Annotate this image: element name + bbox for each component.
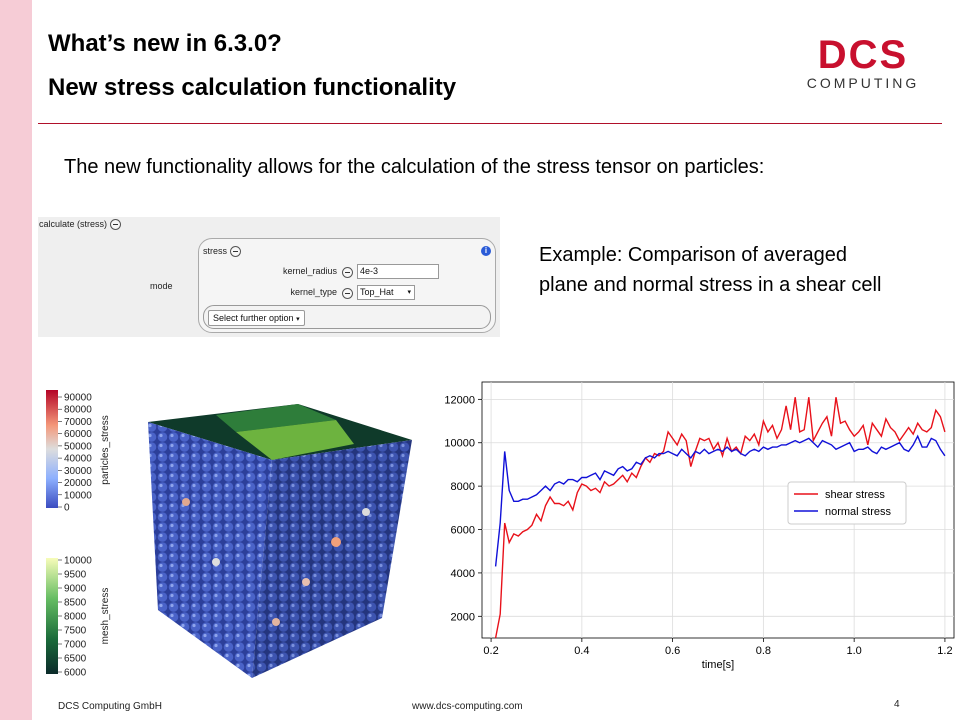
particles-tick-label: 90000 (64, 393, 92, 404)
stress-group-header: stress (203, 246, 241, 258)
mesh-colorbar (46, 558, 58, 674)
stress-collapse-icon[interactable] (229, 246, 241, 258)
dropdown-arrow-icon: ▾ (296, 316, 300, 323)
title-divider (38, 123, 942, 124)
shear-stress-line (494, 397, 946, 639)
y-tick-label: 2000 (451, 611, 475, 623)
chart-tick-labels: 0.2 0.4 0.6 0.8 1.0 1.2 2000 4000 6000 8000 10000 1… (444, 394, 952, 657)
x-tick-label: 1.2 (937, 645, 952, 657)
left-accent-bar (0, 0, 32, 720)
particles-tick-label: 30000 (64, 466, 92, 477)
y-tick-label: 10000 (444, 438, 475, 450)
mesh-tick-label: 7500 (64, 626, 87, 637)
particles-tick-label: 70000 (64, 417, 92, 428)
cube-right-face (252, 440, 412, 678)
mesh-tick-label: 6500 (64, 654, 87, 665)
chart-series (494, 397, 946, 639)
panel-header: calculate (stress) (39, 219, 121, 231)
y-tick-label: 6000 (451, 525, 475, 537)
select-further-option-button[interactable]: Select further option ▾ (208, 310, 305, 326)
particles-tick-label: 50000 (64, 441, 92, 452)
page-number: 4 (894, 699, 900, 710)
mesh-tick-label: 8500 (64, 598, 87, 609)
example-line-2: plane and normal stress in a shear cell (539, 274, 882, 296)
x-tick-label: 0.6 (665, 645, 680, 657)
footer-website[interactable]: www.dcs-computing.com (412, 701, 523, 712)
particles-tick-label: 0 (64, 503, 70, 514)
kernel-radius-label: kernel_radius (282, 266, 337, 276)
collapse-icon[interactable] (109, 219, 121, 231)
particles-tick-label: 10000 (64, 490, 92, 501)
kernel-type-select[interactable]: Top_Hat ▾ (357, 285, 415, 300)
stress-group: stress i kernel_radius 4e-3 kernel_type … (198, 238, 496, 333)
mesh-tick-label: 8000 (64, 612, 87, 623)
y-tick-label: 8000 (451, 481, 475, 493)
x-tick-label: 0.2 (483, 645, 498, 657)
mesh-tick-label: 6000 (64, 668, 87, 679)
kernel-type-label: kernel_type (290, 287, 337, 297)
further-option-label: Select further option (213, 313, 294, 323)
stress-label: stress (203, 246, 228, 256)
cube-left-face (148, 422, 272, 678)
slide-subtitle: New stress calculation functionality (48, 74, 457, 101)
mesh-tick-label: 9000 (64, 584, 87, 595)
logo-text-top: DCS (818, 34, 908, 77)
normal-stress-line (494, 434, 946, 567)
kernel-radius-input[interactable]: 4e-3 (357, 264, 439, 279)
kernel-radius-remove-icon[interactable] (342, 267, 353, 278)
chart-legend: shear stress normal stress (787, 481, 907, 525)
legend-label-shear: shear stress (825, 489, 885, 501)
particles-tick-label: 20000 (64, 478, 92, 489)
footer-company: DCS Computing GmbH (58, 701, 162, 712)
mode-label: mode (150, 281, 173, 291)
stress-settings-panel: calculate (stress) mode stress i kernel_… (38, 217, 500, 337)
particles-tick-label: 60000 (64, 429, 92, 440)
particle-cube-visualization: 9000080000700006000050000400003000020000… (46, 390, 412, 679)
info-icon[interactable]: i (481, 246, 491, 256)
legend-label-normal: normal stress (825, 506, 892, 518)
panel-header-label: calculate (stress) (39, 219, 108, 229)
cube-top-mesh-panel-light (236, 420, 354, 460)
x-tick-label: 1.0 (847, 645, 862, 657)
mesh-tick-label: 9500 (64, 570, 87, 581)
particles-tick-label: 40000 (64, 454, 92, 465)
mesh-colorbar-ticks: 10000 9500 9000 8500 8000 7500 7000 6500 6000 (58, 556, 92, 679)
x-tick-label: 0.4 (574, 645, 589, 657)
cube-top-mesh-panel (216, 404, 336, 432)
particles-tick-label: 80000 (64, 405, 92, 416)
chevron-down-icon: ▾ (407, 289, 411, 296)
legend-box (787, 481, 907, 525)
particles-colorbar-title: particles_stress (100, 415, 111, 484)
further-option-group: Select further option ▾ (203, 305, 491, 329)
logo-text-bottom: COMPUTING (807, 75, 920, 91)
stress-line-chart: 0.2 0.4 0.6 0.8 1.0 1.2 2000 4000 6000 8000 10000 1… (444, 381, 955, 671)
example-caption: Example: Comparison of averaged plane an… (539, 240, 881, 300)
y-tick-label: 12000 (444, 394, 475, 406)
particles-colorbar (46, 390, 58, 508)
slide-title: What’s new in 6.3.0? (48, 30, 282, 57)
y-tick-label: 4000 (451, 568, 475, 580)
example-line-1: Example: Comparison of averaged (539, 244, 847, 266)
kernel-type-value: Top_Hat (360, 287, 394, 297)
intro-text: The new functionality allows for the cal… (64, 156, 765, 178)
x-tick-label: 0.8 (756, 645, 771, 657)
x-axis-label: time[s] (702, 659, 734, 671)
kernel-type-remove-icon[interactable] (342, 288, 353, 299)
mesh-tick-label: 10000 (64, 556, 92, 567)
mesh-tick-label: 7000 (64, 640, 87, 651)
mesh-colorbar-title: mesh_stress (100, 588, 111, 645)
dcs-logo: DCS COMPUTING (807, 34, 920, 91)
